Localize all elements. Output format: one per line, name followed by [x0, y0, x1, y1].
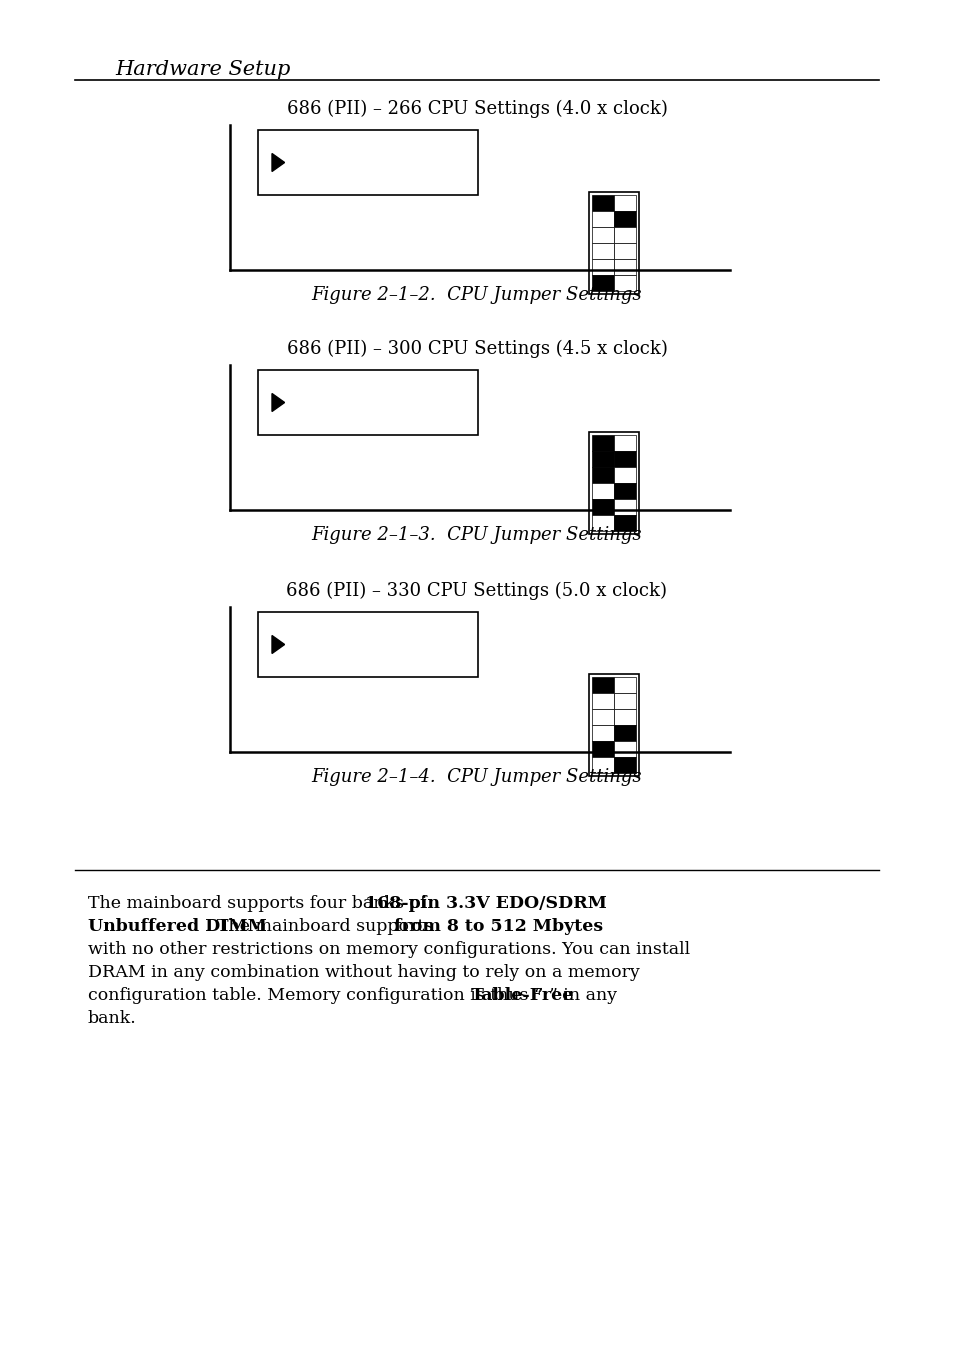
Text: Figure 2–1–2.  CPU Jumper Settings: Figure 2–1–2. CPU Jumper Settings — [312, 287, 641, 304]
Text: 686 (PII) – 330 CPU Settings (5.0 x clock): 686 (PII) – 330 CPU Settings (5.0 x cloc… — [286, 581, 667, 600]
Bar — [592, 694, 614, 708]
Bar — [614, 757, 636, 773]
Text: Hardware Setup: Hardware Setup — [115, 59, 290, 78]
Text: configuration table. Memory configuration is thus “: configuration table. Memory configuratio… — [88, 987, 542, 1005]
Bar — [614, 243, 636, 260]
Polygon shape — [272, 154, 284, 172]
Bar — [614, 227, 636, 243]
Bar — [588, 675, 639, 776]
Text: 168-pin 3.3V EDO/SDRM: 168-pin 3.3V EDO/SDRM — [365, 895, 607, 913]
Bar — [592, 195, 614, 211]
Bar — [614, 466, 636, 483]
Bar — [592, 466, 614, 483]
Bar — [588, 433, 639, 534]
Text: Unbuffered DIMM: Unbuffered DIMM — [88, 918, 267, 936]
Bar — [588, 192, 639, 293]
Text: ” in any: ” in any — [549, 987, 617, 1005]
Text: Figure 2–1–4.  CPU Jumper Settings: Figure 2–1–4. CPU Jumper Settings — [312, 768, 641, 786]
Bar — [614, 260, 636, 274]
Bar — [614, 274, 636, 291]
Bar — [592, 708, 614, 725]
Bar — [614, 515, 636, 531]
Text: Table-Free: Table-Free — [470, 987, 574, 1005]
Text: Figure 2–1–3.  CPU Jumper Settings: Figure 2–1–3. CPU Jumper Settings — [312, 526, 641, 544]
Text: . The mainboard supports: . The mainboard supports — [206, 918, 438, 936]
Bar — [614, 708, 636, 725]
Text: with no other restrictions on memory configurations. You can install: with no other restrictions on memory con… — [88, 941, 689, 959]
Polygon shape — [272, 393, 284, 411]
Bar — [614, 195, 636, 211]
Bar — [257, 612, 477, 677]
Bar — [592, 483, 614, 499]
Text: bank.: bank. — [88, 1010, 136, 1028]
Bar — [614, 435, 636, 452]
Bar — [592, 260, 614, 274]
Bar — [614, 499, 636, 515]
Polygon shape — [272, 635, 284, 653]
Text: DRAM in any combination without having to rely on a memory: DRAM in any combination without having t… — [88, 964, 639, 982]
Bar — [614, 483, 636, 499]
Bar — [257, 370, 477, 435]
Text: from 8 to 512 Mbytes: from 8 to 512 Mbytes — [394, 918, 602, 936]
Bar — [614, 211, 636, 227]
Bar — [592, 757, 614, 773]
Bar — [592, 499, 614, 515]
Bar — [592, 435, 614, 452]
Bar — [614, 452, 636, 466]
Bar — [592, 211, 614, 227]
Bar — [592, 725, 614, 741]
Bar — [592, 515, 614, 531]
Text: The mainboard supports four banks of: The mainboard supports four banks of — [88, 895, 432, 913]
Bar — [592, 677, 614, 694]
Text: 686 (PII) – 300 CPU Settings (4.5 x clock): 686 (PII) – 300 CPU Settings (4.5 x cloc… — [286, 339, 667, 358]
Bar — [592, 741, 614, 757]
Bar — [614, 694, 636, 708]
Bar — [592, 452, 614, 466]
Bar — [257, 130, 477, 195]
Bar — [614, 677, 636, 694]
Text: 686 (PII) – 266 CPU Settings (4.0 x clock): 686 (PII) – 266 CPU Settings (4.0 x cloc… — [286, 100, 667, 118]
Bar — [592, 274, 614, 291]
Bar — [614, 741, 636, 757]
Bar — [592, 227, 614, 243]
Bar — [592, 243, 614, 260]
Bar — [614, 725, 636, 741]
